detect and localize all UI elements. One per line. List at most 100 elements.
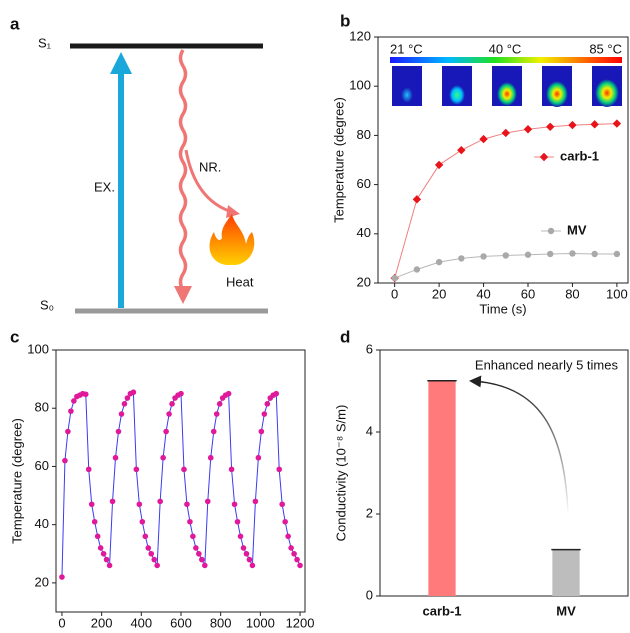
relaxation-arrowhead [174, 286, 192, 304]
marker [246, 556, 253, 563]
marker [184, 501, 190, 508]
marker [240, 545, 247, 551]
x-tick-label: 200 [91, 615, 113, 630]
marker [91, 518, 98, 525]
excitation-arrowhead [110, 52, 132, 74]
panel-d: d 0 2 4 6 Conductivity (10⁻⁸ S/m) carb-1 MV Enha… [333, 327, 629, 618]
marker [103, 556, 110, 563]
marker [457, 145, 466, 155]
panel-c: c20406080100020040060080010001200Time (s… [9, 327, 314, 633]
marker [291, 550, 297, 557]
x-tick-label: 600 [170, 615, 192, 630]
marker [178, 390, 184, 397]
marker [234, 518, 241, 525]
x-tick-label: carb-1 [422, 603, 461, 618]
x-tick-label: 1000 [246, 615, 275, 630]
marker [273, 390, 280, 397]
marker [88, 501, 95, 508]
colorbar-label: 40 °C [489, 41, 522, 56]
x-tick-label: 40 [476, 286, 490, 301]
marker [547, 250, 554, 258]
marker [97, 545, 104, 551]
y-tick-label: 40 [35, 516, 49, 531]
marker [112, 454, 119, 461]
x-axis-title: Time (s) [479, 301, 526, 316]
x-tick-label: 0 [58, 615, 65, 630]
y-tick-label: 100 [27, 341, 49, 356]
marker [228, 466, 235, 473]
marker [282, 518, 288, 525]
y-tick-label: 2 [366, 505, 373, 520]
marker [613, 250, 621, 258]
panel-a: a S₁ S₀ EX. NR. Heat [10, 14, 268, 314]
marker [109, 498, 116, 505]
x-tick-label: MV [556, 603, 576, 618]
marker [181, 466, 187, 473]
y-tick-label: 40 [357, 225, 371, 240]
marker [501, 128, 510, 138]
x-tick-label: 60 [521, 286, 535, 301]
plot-frame [55, 349, 306, 613]
marker [546, 122, 555, 131]
legend-label: MV [567, 222, 587, 237]
marker [82, 391, 89, 398]
marker [612, 119, 622, 128]
bar [428, 380, 456, 596]
y-tick-label: 6 [366, 341, 373, 356]
thermal-spot [595, 79, 619, 107]
marker [139, 518, 146, 525]
marker [157, 498, 163, 505]
x-tick-label: 20 [432, 286, 446, 301]
marker [199, 556, 205, 563]
marker [204, 498, 211, 505]
marker [100, 550, 107, 557]
marker [115, 428, 122, 435]
thermal-spot [401, 87, 413, 103]
marker [207, 454, 214, 461]
marker [569, 250, 576, 257]
level-label: S₀ [40, 297, 54, 312]
marker [261, 411, 268, 417]
colorbar [390, 57, 622, 63]
marker [502, 252, 509, 259]
marker [249, 562, 256, 569]
colorbar-label: 85 °C [589, 41, 622, 56]
enhancement-arrow [469, 375, 569, 516]
marker [435, 258, 443, 266]
marker [285, 533, 291, 540]
bar [552, 549, 580, 596]
marker [568, 120, 577, 130]
marker [213, 411, 220, 417]
x-tick-label: 100 [606, 286, 628, 301]
y-tick-label: 20 [35, 574, 49, 589]
marker [210, 428, 217, 435]
marker [237, 533, 244, 540]
marker [163, 428, 169, 435]
marker [118, 411, 125, 417]
panel-label: c [10, 327, 19, 346]
y-tick-label: 0 [366, 587, 373, 602]
marker [255, 454, 262, 461]
marker [258, 428, 265, 435]
marker [190, 533, 196, 540]
colorbar-label: 21 °C [390, 41, 423, 56]
marker [297, 562, 303, 569]
marker [166, 411, 172, 417]
annotation: Enhanced nearly 5 times [475, 357, 619, 372]
marker [169, 401, 175, 407]
y-tick-label: 80 [35, 400, 49, 415]
y-axis-title: Temperature (degree) [331, 97, 346, 223]
marker [434, 160, 444, 170]
marker [294, 556, 300, 563]
marker [413, 266, 421, 273]
y-tick-label: 60 [357, 176, 371, 191]
marker [160, 454, 166, 461]
marker [458, 255, 465, 262]
marker [133, 466, 140, 473]
marker [124, 395, 131, 401]
arrow-label: EX. [94, 179, 115, 194]
marker [187, 518, 193, 525]
marker [412, 195, 422, 204]
